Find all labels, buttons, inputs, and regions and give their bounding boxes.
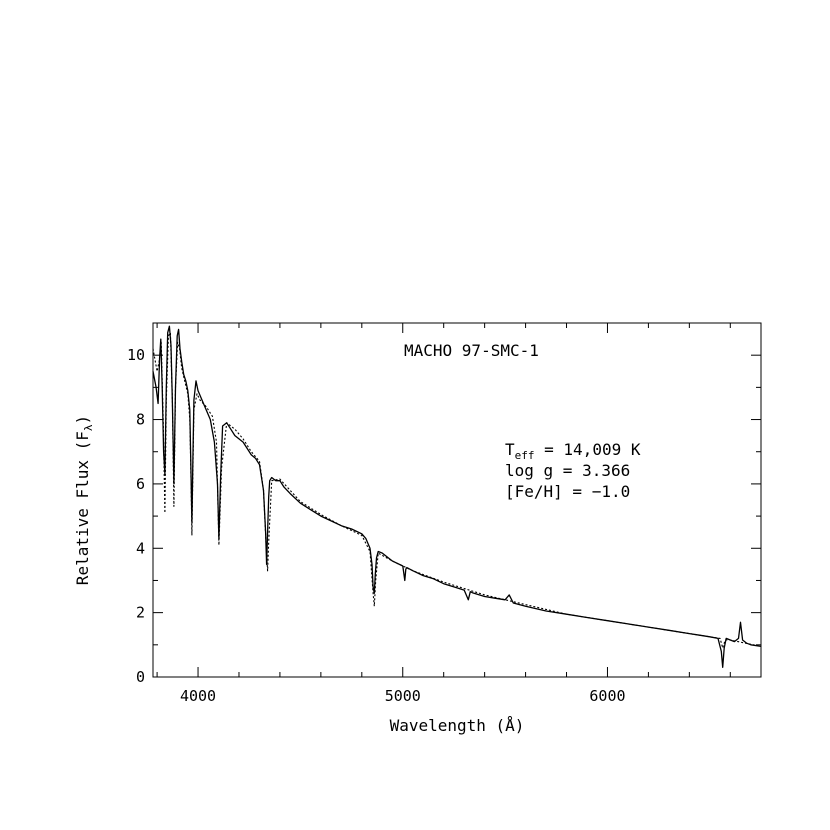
tick-labels: 4000 5000 6000 0 2 4 6 8 10 (127, 346, 626, 705)
y-tick-label: 0 (136, 668, 145, 686)
x-tick-label: 5000 (385, 687, 421, 705)
annotation-logg: log g = 3.366 (505, 461, 630, 480)
x-axis-label: Wavelength (Å) (390, 716, 525, 735)
chart-title: MACHO 97-SMC-1 (404, 341, 539, 360)
annotation-feh: [Fe/H] = −1.0 (505, 482, 630, 501)
plot-frame (152, 322, 762, 678)
y-axis-label: Relative Flux (Fλ) (73, 415, 95, 585)
y-tick-label: 4 (136, 539, 145, 557)
spectrum-series (152, 325, 762, 668)
axis-ticks (153, 322, 761, 678)
x-tick-label: 6000 (589, 687, 625, 705)
y-tick-label: 10 (127, 346, 145, 364)
x-tick-label: 4000 (180, 687, 216, 705)
annotation-teff: Teff = 14,009 K (505, 440, 641, 462)
y-tick-label: 8 (136, 411, 145, 429)
observed-spectrum-line (152, 325, 762, 668)
y-tick-label: 6 (136, 475, 145, 493)
model-spectrum-line (152, 332, 762, 649)
y-tick-label: 2 (136, 604, 145, 622)
